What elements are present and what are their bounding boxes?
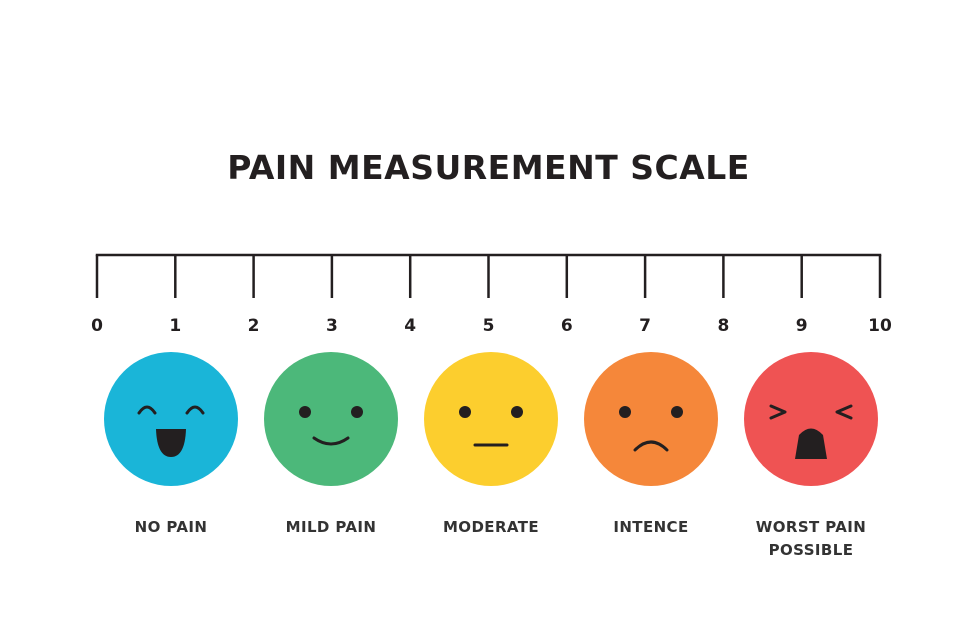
face-group: NO PAIN bbox=[104, 352, 238, 536]
tick-label: 7 bbox=[639, 316, 651, 336]
face-label: WORST PAIN bbox=[756, 518, 866, 536]
tick-label: 4 bbox=[404, 316, 416, 336]
face-label: MILD PAIN bbox=[286, 518, 377, 536]
page-title: PAIN MEASUREMENT SCALE bbox=[227, 148, 750, 187]
sad-face-icon bbox=[619, 406, 683, 452]
face-circle bbox=[744, 352, 878, 486]
face-circle bbox=[584, 352, 718, 486]
face-label: POSSIBLE bbox=[769, 541, 854, 559]
face-group: WORST PAIN POSSIBLE bbox=[744, 352, 878, 559]
tick-label: 2 bbox=[248, 316, 260, 336]
face-label: NO PAIN bbox=[135, 518, 208, 536]
face-circle bbox=[104, 352, 238, 486]
face-label: INTENCE bbox=[613, 518, 688, 536]
laughing-face-icon bbox=[137, 405, 205, 457]
face-group: MODERATE bbox=[424, 352, 558, 536]
scale-ruler: 0 1 2 3 4 5 6 7 8 9 10 bbox=[91, 253, 892, 336]
face-circle bbox=[264, 352, 398, 486]
faces-row: NO PAIN MILD PAIN MODERATE INTENCE WORST PAI… bbox=[104, 352, 878, 559]
tick-label: 0 bbox=[91, 316, 103, 336]
tick-label: 1 bbox=[169, 316, 181, 336]
tick-label: 5 bbox=[483, 316, 495, 336]
tick-label: 6 bbox=[561, 316, 573, 336]
tick-label: 8 bbox=[717, 316, 729, 336]
crying-face-icon bbox=[769, 404, 853, 459]
smiling-face-icon bbox=[299, 406, 363, 446]
tick-label: 3 bbox=[326, 316, 338, 336]
face-label: MODERATE bbox=[443, 518, 539, 536]
neutral-face-icon bbox=[459, 406, 523, 447]
face-group: INTENCE bbox=[584, 352, 718, 536]
tick-label: 9 bbox=[796, 316, 808, 336]
face-group: MILD PAIN bbox=[264, 352, 398, 536]
face-circle bbox=[424, 352, 558, 486]
tick-label: 10 bbox=[868, 316, 892, 336]
